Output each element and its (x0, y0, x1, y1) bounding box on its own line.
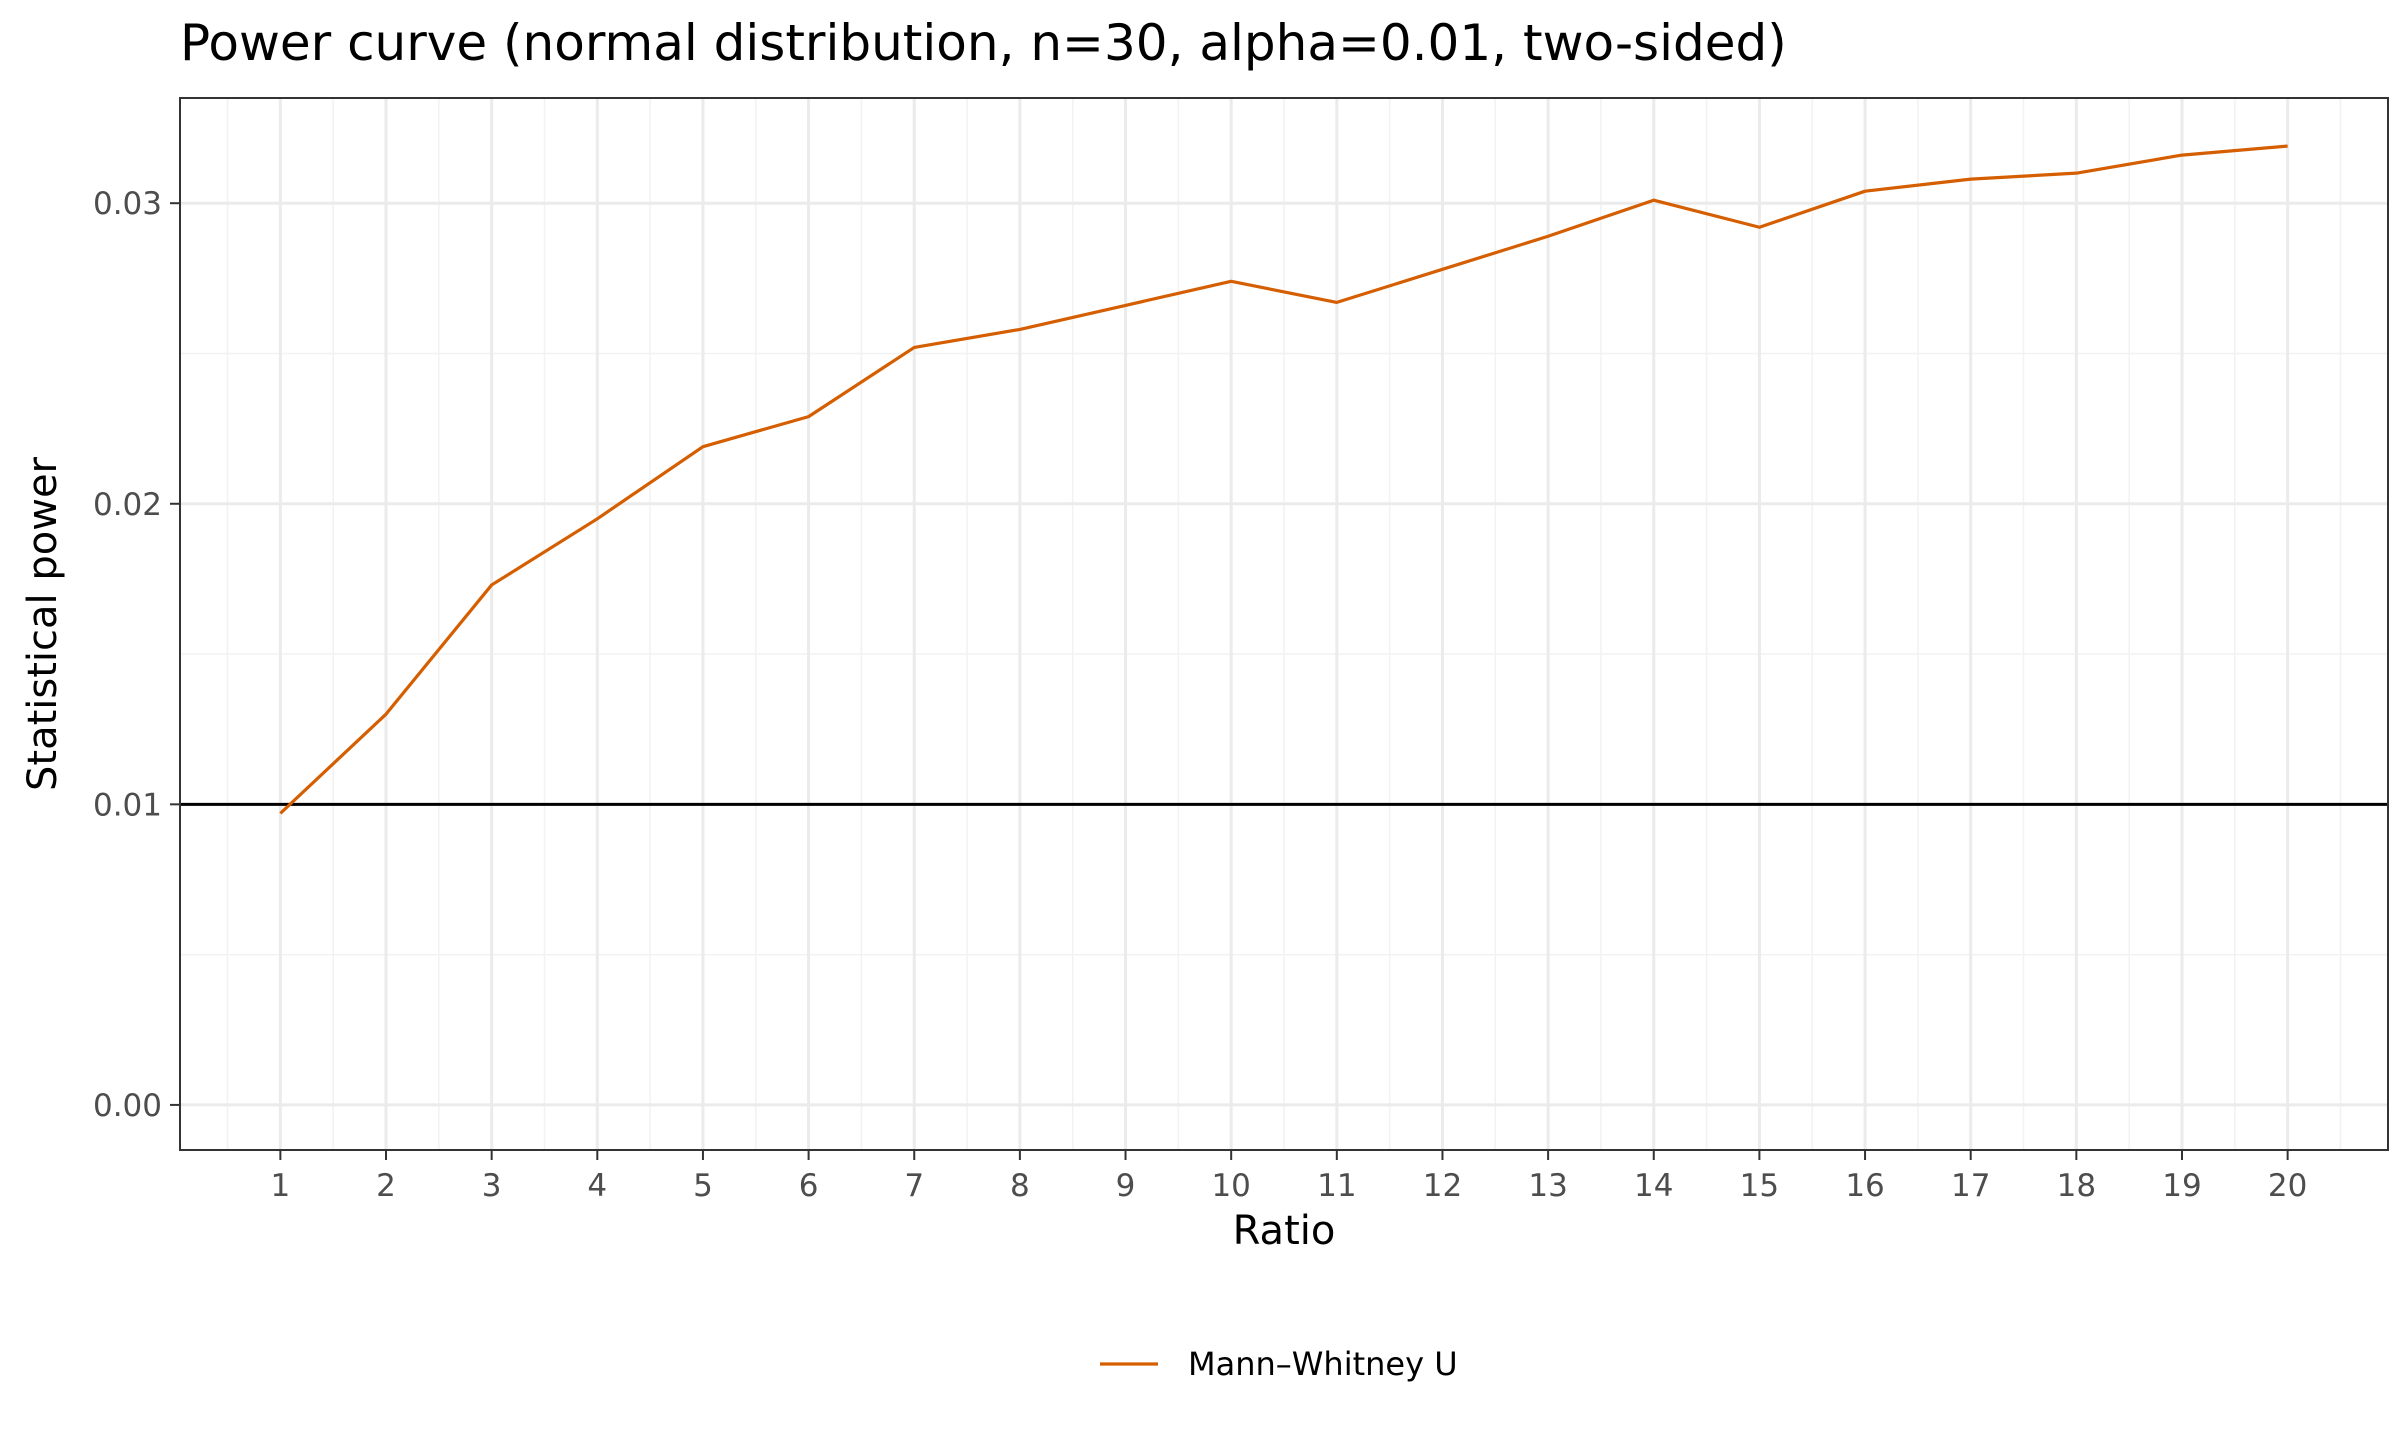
x-tick-label: 7 (904, 1168, 924, 1204)
x-axis-title: Ratio (1233, 1208, 1336, 1254)
x-tick-label: 19 (2162, 1168, 2201, 1204)
chart-title: Power curve (normal distribution, n=30, … (180, 14, 1787, 72)
panel-border (179, 97, 2389, 1151)
x-tick-label: 18 (2057, 1168, 2096, 1204)
x-tick-label: 8 (1010, 1168, 1030, 1204)
x-tick-label: 20 (2268, 1168, 2307, 1204)
x-tick-label: 11 (1317, 1168, 1356, 1204)
x-tick-label: 5 (693, 1168, 713, 1204)
y-tick-label: 0.02 (93, 487, 162, 523)
axis-layer: 1 2 3 4 5 6 7 8 9 10 11 12 13 14 15 16 17 18 19 200.000.010… (93, 186, 2307, 1204)
x-tick-label: 1 (270, 1168, 290, 1204)
legend: Mann–Whitney U (1100, 1345, 1458, 1383)
x-tick-label: 10 (1211, 1168, 1250, 1204)
y-tick-label: 0.03 (93, 186, 162, 222)
x-tick-label: 14 (1634, 1168, 1673, 1204)
x-tick-label: 12 (1423, 1168, 1462, 1204)
x-tick-label: 6 (799, 1168, 819, 1204)
grid-layer (180, 98, 2388, 1150)
legend-label: Mann–Whitney U (1188, 1345, 1458, 1383)
x-tick-label: 15 (1740, 1168, 1779, 1204)
y-tick-label: 0.00 (93, 1088, 162, 1124)
x-tick-label: 2 (376, 1168, 396, 1204)
x-tick-label: 4 (587, 1168, 607, 1204)
x-tick-label: 13 (1528, 1168, 1567, 1204)
y-tick-label: 0.01 (93, 787, 162, 823)
x-tick-label: 16 (1845, 1168, 1884, 1204)
series-line (279, 144, 2288, 815)
series-layer (279, 144, 2288, 815)
x-tick-label: 9 (1116, 1168, 1136, 1204)
x-tick-label: 3 (482, 1168, 502, 1204)
y-axis-title: Statistical power (20, 456, 66, 791)
x-tick-label: 17 (1951, 1168, 1990, 1204)
